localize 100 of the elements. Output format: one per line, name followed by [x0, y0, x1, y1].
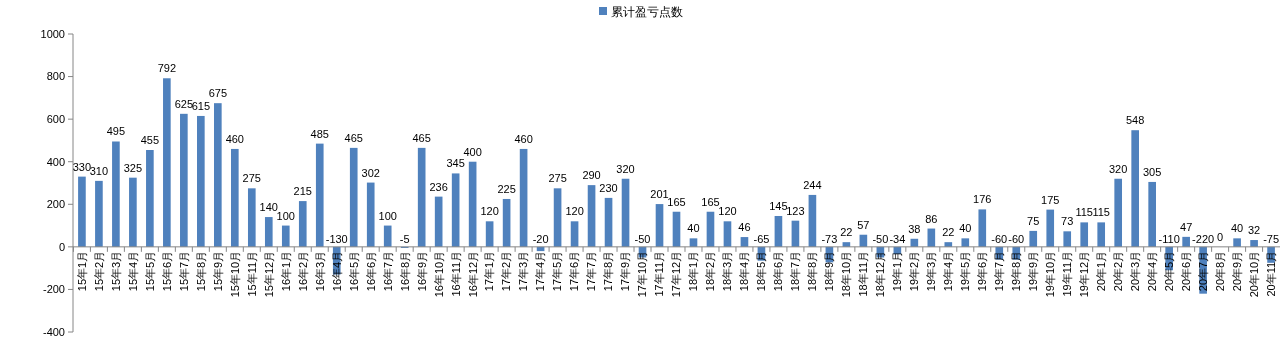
x-tick-label: 15年4月: [126, 250, 139, 292]
data-label: 236: [429, 180, 448, 193]
data-label: -73: [821, 232, 838, 245]
x-tick-label: 16年8月: [398, 250, 411, 292]
data-label: 615: [191, 99, 211, 112]
x-tick-label: 17年4月: [534, 250, 547, 292]
x-tick-label: 17年2月: [500, 250, 513, 292]
data-label: 320: [1109, 162, 1128, 175]
x-tick-label: 16年7月: [381, 250, 394, 292]
x-tick-label: 15年2月: [92, 250, 105, 292]
data-label: 73: [1061, 215, 1074, 228]
x-tick-label: 18年3月: [721, 250, 734, 292]
x-tick-label: 17年8月: [602, 250, 615, 292]
y-tick-label: 1000: [40, 27, 65, 40]
data-label: 145: [769, 199, 788, 212]
data-label: -5: [399, 232, 410, 245]
x-tick-label: 15年10月: [228, 250, 241, 298]
x-tick-label: 17年9月: [619, 250, 632, 292]
data-label: -75: [1263, 232, 1280, 245]
x-tick-label: 18年10月: [840, 250, 853, 298]
x-tick-label: 18年6月: [772, 250, 785, 292]
x-tick-label: 20年2月: [1112, 250, 1125, 292]
data-label: -110: [1158, 232, 1180, 245]
data-label: 100: [378, 209, 397, 222]
x-tick-label: 16年9月: [415, 250, 428, 292]
y-tick-label: 600: [46, 112, 65, 125]
data-label: -60: [1008, 232, 1025, 245]
data-label: 400: [463, 145, 482, 158]
data-label: 47: [1180, 220, 1193, 233]
x-tick-label: 17年5月: [551, 250, 564, 292]
x-tick-label: 17年10月: [636, 250, 649, 298]
data-label: 275: [548, 172, 567, 185]
x-tick-label: 15年11月: [245, 250, 258, 297]
y-tick-label: -200: [42, 283, 65, 296]
data-label: 302: [361, 166, 380, 179]
x-tick-label: 15年9月: [211, 250, 224, 292]
x-tick-label: 15年1月: [75, 250, 88, 292]
x-tick-label: 18年2月: [704, 250, 717, 292]
data-label: 176: [973, 193, 992, 206]
data-label: 465: [344, 131, 363, 144]
data-label: 57: [857, 218, 870, 231]
data-label: 120: [565, 205, 584, 218]
x-tick-label: 18年9月: [823, 250, 836, 292]
data-label: 38: [908, 222, 921, 235]
x-tick-label: 18年1月: [687, 250, 700, 292]
data-label: 120: [480, 205, 499, 218]
x-tick-label: 16年1月: [279, 250, 292, 292]
x-tick-label: 17年3月: [517, 250, 530, 292]
y-tick-label: 200: [46, 198, 65, 211]
data-label: 75: [1027, 214, 1040, 227]
data-label: 46: [738, 221, 751, 234]
x-tick-label: 17年6月: [568, 250, 581, 292]
data-label: 305: [1142, 165, 1162, 178]
data-label: 460: [514, 132, 533, 145]
y-tick-label: 800: [46, 70, 65, 83]
data-label: 165: [701, 195, 720, 208]
data-label: 165: [667, 195, 686, 208]
data-label: 32: [1247, 224, 1261, 237]
data-label: -34: [889, 232, 906, 245]
data-label: 320: [616, 162, 635, 175]
x-tick-label: 19年7月: [993, 250, 1006, 292]
x-tick-label: 16年6月: [364, 250, 377, 292]
x-tick-label: 18年8月: [806, 250, 819, 292]
x-tick-label: 19年10月: [1044, 250, 1057, 298]
x-tick-label: 20年3月: [1129, 250, 1142, 292]
data-label: 290: [582, 169, 601, 182]
x-tick-label: 15年12月: [262, 250, 275, 298]
y-tick-label: 400: [46, 155, 65, 168]
data-label: 0: [1217, 230, 1224, 243]
x-tick-label: 18年12月: [874, 250, 887, 298]
data-label: 120: [718, 205, 737, 218]
x-tick-label: 19年6月: [976, 250, 989, 292]
data-label: 495: [106, 125, 126, 138]
x-tick-label: 19年5月: [959, 250, 972, 292]
x-tick-label: 15年5月: [143, 250, 156, 292]
data-label: 215: [293, 185, 312, 198]
data-label: 460: [225, 132, 244, 145]
data-label: -220: [1192, 232, 1215, 245]
x-tick-label: 16年5月: [347, 250, 360, 292]
x-tick-label: 16年10月: [432, 250, 445, 298]
x-tick-label: 19年9月: [1027, 250, 1040, 292]
x-tick-label: 16年4月: [330, 250, 343, 292]
x-tick-label: 20年5月: [1163, 250, 1175, 292]
x-tick-label: 19年1月: [891, 250, 904, 292]
data-label: 792: [157, 62, 177, 75]
data-label: 22: [942, 226, 955, 239]
data-label: -50: [872, 232, 889, 245]
x-tick-label: 16年11月: [449, 250, 462, 297]
x-tick-label: 18年7月: [789, 250, 802, 292]
data-label: 115: [1092, 206, 1110, 219]
x-tick-label: 16年12月: [466, 250, 479, 298]
x-tick-label: 20年10月: [1247, 250, 1260, 298]
data-label: 345: [446, 157, 465, 170]
data-label: 40: [687, 222, 700, 235]
x-tick-label: 19年8月: [1010, 250, 1023, 292]
data-label: -60: [991, 232, 1008, 245]
data-label: 140: [259, 201, 278, 214]
x-tick-label: 20年6月: [1179, 250, 1192, 292]
x-tick-label: 20年1月: [1095, 250, 1108, 292]
x-tick-label: 20年8月: [1213, 250, 1226, 292]
